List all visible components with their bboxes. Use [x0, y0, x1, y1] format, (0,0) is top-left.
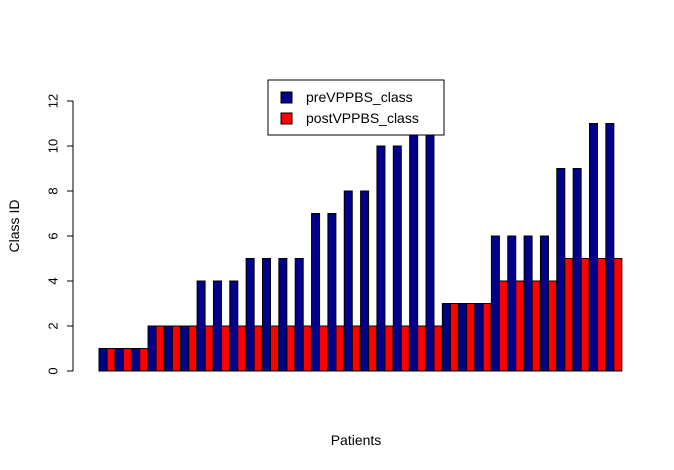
bar-post-7: [204, 325, 214, 372]
x-axis-label: Patients: [331, 432, 382, 448]
y-tick-label-2: 2: [46, 322, 61, 329]
bar-post-15: [335, 325, 345, 372]
bar-pre-15: [327, 213, 337, 372]
bar-post-27: [531, 280, 541, 372]
bar-post-4: [155, 325, 165, 372]
bar-post-6: [188, 325, 198, 372]
y-tick-label-8: 8: [46, 187, 61, 194]
bar-post-26: [515, 280, 525, 372]
bar-pre-1: [98, 348, 108, 372]
bar-post-2: [122, 348, 132, 372]
bar-post-22: [449, 303, 459, 372]
y-axis: 0 2 4 6 8 10 12: [46, 94, 74, 375]
bar-pre-6: [180, 325, 190, 372]
bar-pre-16: [343, 190, 353, 372]
bar-pre-28: [539, 235, 549, 372]
bar-pre-22: [441, 303, 451, 372]
bar-post-14: [319, 325, 329, 372]
bar-pre-2: [114, 348, 124, 372]
bar-post-9: [237, 325, 247, 372]
bar-post-3: [139, 348, 149, 372]
bar-pre-26: [507, 235, 517, 372]
bar-pre-4: [147, 325, 157, 372]
bar-pre-21: [425, 123, 435, 372]
y-tick-label-6: 6: [46, 232, 61, 239]
bar-pre-20: [409, 123, 419, 372]
bar-pre-24: [474, 303, 484, 372]
bar-pre-8: [212, 280, 222, 372]
bar-post-20: [417, 325, 427, 372]
bar-pre-11: [262, 258, 271, 372]
bar-post-8: [220, 325, 230, 372]
y-axis-label: Class ID: [6, 200, 22, 253]
bar-pre-17: [360, 190, 370, 372]
legend: preVPPBS_class postVPPBS_class: [267, 79, 445, 136]
bar-post-30: [580, 258, 590, 372]
bar-post-10: [253, 325, 263, 372]
bar-post-29: [564, 258, 574, 372]
bar-pre-18: [376, 145, 386, 372]
bar-post-12: [286, 325, 296, 372]
bar-post-11: [270, 325, 279, 372]
bar-pre-19: [392, 145, 402, 372]
bar-pre-12: [278, 258, 288, 372]
y-tick-label-12: 12: [46, 94, 61, 108]
bars-group: [98, 123, 623, 372]
bar-post-21: [433, 325, 443, 372]
bar-pre-27: [523, 235, 533, 372]
bar-post-18: [384, 325, 394, 372]
bar-pre-7: [196, 280, 206, 372]
bar-pre-31: [589, 123, 598, 372]
bar-pre-32: [605, 123, 615, 372]
bar-post-17: [368, 325, 378, 372]
bar-post-31: [597, 258, 606, 372]
bar-post-23: [466, 303, 476, 372]
bar-pre-23: [458, 303, 468, 372]
bar-post-5: [171, 325, 181, 372]
y-tick-label-10: 10: [46, 139, 61, 153]
bar-post-16: [351, 325, 361, 372]
legend-swatch-postVPPBS: [280, 112, 293, 125]
bar-pre-25: [490, 235, 500, 372]
bar-post-1: [106, 348, 116, 372]
y-tick-label-4: 4: [46, 277, 61, 284]
bar-pre-3: [131, 348, 141, 372]
bar-post-19: [400, 325, 410, 372]
legend-label-postVPPBS: postVPPBS_class: [306, 110, 419, 126]
y-tick-label-0: 0: [46, 367, 61, 374]
legend-box: [267, 79, 445, 136]
bar-pre-9: [229, 280, 239, 372]
bar-pre-5: [163, 325, 173, 372]
bar-pre-29: [556, 168, 566, 372]
bar-post-28: [547, 280, 557, 372]
bar-pre-10: [245, 258, 255, 372]
legend-label-preVPPBS: preVPPBS_class: [306, 89, 413, 105]
bar-post-24: [482, 303, 492, 372]
bar-pre-13: [294, 258, 304, 372]
bar-pre-30: [572, 168, 582, 372]
bar-post-25: [498, 280, 508, 372]
bar-post-32: [613, 258, 623, 372]
legend-swatch-preVPPBS: [280, 91, 293, 104]
bar-pre-14: [311, 213, 321, 372]
bar-post-13: [302, 325, 312, 372]
